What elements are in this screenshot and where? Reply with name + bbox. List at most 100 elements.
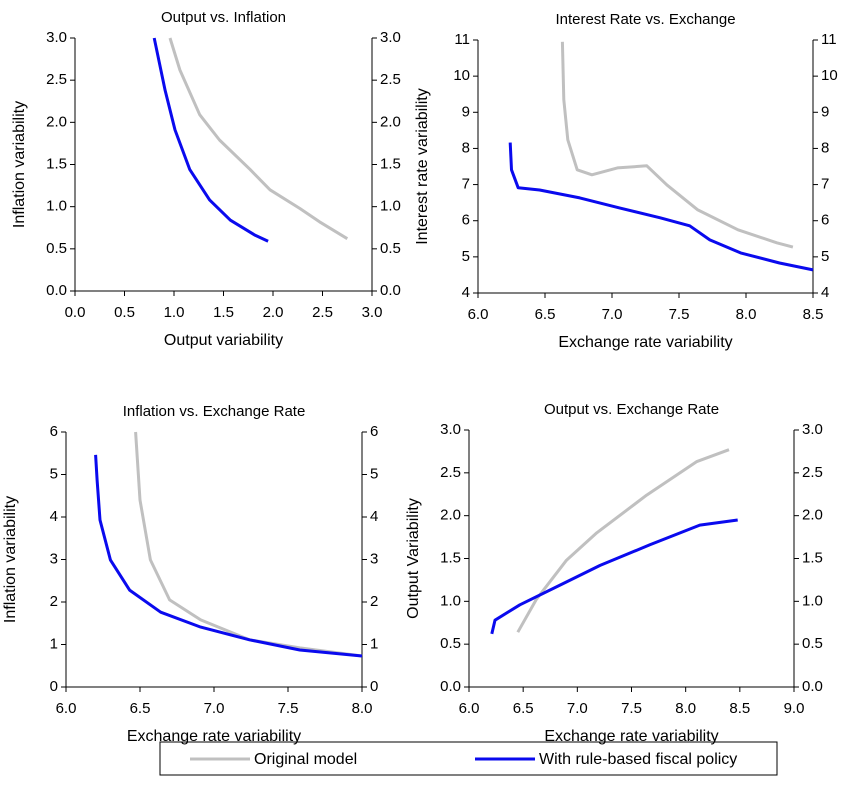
y-tick-label: 2.5 bbox=[46, 71, 67, 88]
x-tick-label: 7.0 bbox=[602, 306, 623, 323]
x-axis-label: Exchange rate variability bbox=[127, 728, 301, 745]
y2-tick-label: 3.0 bbox=[380, 29, 401, 46]
legend-label: Original model bbox=[254, 751, 357, 768]
y-tick-label: 2 bbox=[50, 593, 58, 610]
y-tick-label: 11 bbox=[454, 31, 470, 48]
x-tick-label: 8.0 bbox=[352, 700, 373, 717]
y2-tick-label: 0 bbox=[370, 678, 378, 695]
y-tick-label: 9 bbox=[462, 103, 470, 120]
x-tick-label: 8.0 bbox=[675, 700, 696, 717]
y2-tick-label: 2.0 bbox=[802, 507, 823, 524]
y-tick-label: 7 bbox=[462, 176, 470, 193]
y2-tick-label: 0.5 bbox=[380, 240, 401, 257]
y2-tick-label: 2.5 bbox=[380, 71, 401, 88]
x-tick-label: 6.0 bbox=[56, 700, 77, 717]
y2-tick-label: 1.5 bbox=[802, 549, 823, 566]
x-tick-label: 6.5 bbox=[130, 700, 151, 717]
y2-tick-label: 9 bbox=[821, 103, 829, 120]
series-line bbox=[516, 448, 730, 633]
y-tick-label: 4 bbox=[50, 508, 58, 525]
y-tick-label: 1.0 bbox=[440, 592, 461, 609]
y-tick-label: 3.0 bbox=[46, 29, 67, 46]
series-line bbox=[490, 518, 738, 635]
x-tick-label: 7.0 bbox=[567, 700, 588, 717]
legend-box bbox=[159, 741, 778, 776]
y-tick-label: 0.5 bbox=[46, 240, 67, 257]
x-tick-label: 0.5 bbox=[114, 304, 135, 321]
x-tick-label: 7.5 bbox=[621, 700, 642, 717]
y2-tick-label: 11 bbox=[821, 31, 837, 48]
y-tick-label: 0.0 bbox=[46, 282, 67, 299]
series-line bbox=[134, 431, 363, 658]
chart-title: Inflation vs. Exchange Rate bbox=[123, 403, 306, 420]
x-tick-label: 7.0 bbox=[204, 700, 225, 717]
y2-tick-label: 10 bbox=[821, 67, 838, 84]
y-tick-label: 10 bbox=[453, 67, 470, 84]
y2-tick-label: 0.5 bbox=[802, 635, 823, 652]
y2-tick-label: 6 bbox=[370, 423, 378, 440]
x-axis-label: Exchange rate variability bbox=[544, 728, 718, 745]
y-axis-label: Inflation variability bbox=[11, 101, 28, 228]
y2-tick-label: 0.0 bbox=[802, 678, 823, 695]
x-tick-label: 8.5 bbox=[729, 700, 750, 717]
y2-tick-label: 2.5 bbox=[802, 464, 823, 481]
y2-tick-label: 5 bbox=[370, 465, 378, 482]
x-tick-label: 6.5 bbox=[513, 700, 534, 717]
y2-tick-label: 3 bbox=[370, 550, 378, 567]
y2-tick-label: 3.0 bbox=[802, 421, 823, 438]
y2-tick-label: 1.5 bbox=[380, 155, 401, 172]
y2-tick-label: 4 bbox=[370, 508, 378, 525]
x-tick-label: 2.0 bbox=[263, 304, 284, 321]
y2-tick-label: 8 bbox=[821, 139, 829, 156]
series-line bbox=[560, 41, 794, 249]
x-tick-label: 1.0 bbox=[164, 304, 185, 321]
y2-tick-label: 2.0 bbox=[380, 113, 401, 130]
x-tick-label: 6.5 bbox=[535, 306, 556, 323]
y-tick-label: 3.0 bbox=[440, 421, 461, 438]
y-tick-label: 5 bbox=[462, 248, 470, 265]
x-tick-label: 2.5 bbox=[312, 304, 333, 321]
chart-title: Output vs. Inflation bbox=[161, 9, 286, 26]
legend-label: With rule-based fiscal policy bbox=[539, 751, 737, 768]
y-tick-label: 2.0 bbox=[440, 507, 461, 524]
y-tick-label: 6 bbox=[50, 423, 58, 440]
y2-tick-label: 1.0 bbox=[380, 198, 401, 215]
x-tick-label: 6.0 bbox=[459, 700, 480, 717]
chart-title: Interest Rate vs. Exchange bbox=[555, 11, 735, 28]
y-tick-label: 0 bbox=[50, 678, 58, 695]
chart-title: Output vs. Exchange Rate bbox=[544, 401, 719, 418]
y2-tick-label: 5 bbox=[821, 248, 829, 265]
series-line bbox=[508, 142, 814, 272]
y2-tick-label: 1 bbox=[370, 635, 378, 652]
y2-tick-label: 0.0 bbox=[380, 282, 401, 299]
y-tick-label: 0.5 bbox=[440, 635, 461, 652]
y-tick-label: 6 bbox=[462, 212, 470, 229]
y-tick-label: 1.5 bbox=[440, 549, 461, 566]
y-tick-label: 8 bbox=[462, 139, 470, 156]
x-tick-label: 6.0 bbox=[468, 306, 489, 323]
y-tick-label: 3 bbox=[50, 550, 58, 567]
x-tick-label: 8.0 bbox=[736, 306, 757, 323]
y-tick-label: 1 bbox=[50, 635, 58, 652]
y2-tick-label: 6 bbox=[821, 212, 829, 229]
x-tick-label: 7.5 bbox=[278, 700, 299, 717]
y-tick-label: 0.0 bbox=[440, 678, 461, 695]
y-tick-label: 1.0 bbox=[46, 198, 67, 215]
y2-tick-label: 4 bbox=[821, 284, 829, 301]
x-tick-label: 8.5 bbox=[803, 306, 824, 323]
x-tick-label: 9.0 bbox=[784, 700, 805, 717]
series-line bbox=[94, 454, 363, 658]
series-line bbox=[168, 37, 349, 240]
y-axis-label: Interest rate variability bbox=[414, 88, 431, 245]
y-axis-label: Inflation variability bbox=[2, 496, 19, 623]
y-tick-label: 2.0 bbox=[46, 113, 67, 130]
x-axis-label: Exchange rate variability bbox=[558, 334, 732, 351]
y-axis-label: Output Variability bbox=[405, 498, 422, 619]
y-tick-label: 2.5 bbox=[440, 464, 461, 481]
y2-tick-label: 2 bbox=[370, 593, 378, 610]
x-tick-label: 7.5 bbox=[669, 306, 690, 323]
x-axis-label: Output variability bbox=[164, 332, 283, 349]
x-tick-label: 1.5 bbox=[213, 304, 234, 321]
y2-tick-label: 7 bbox=[821, 176, 829, 193]
